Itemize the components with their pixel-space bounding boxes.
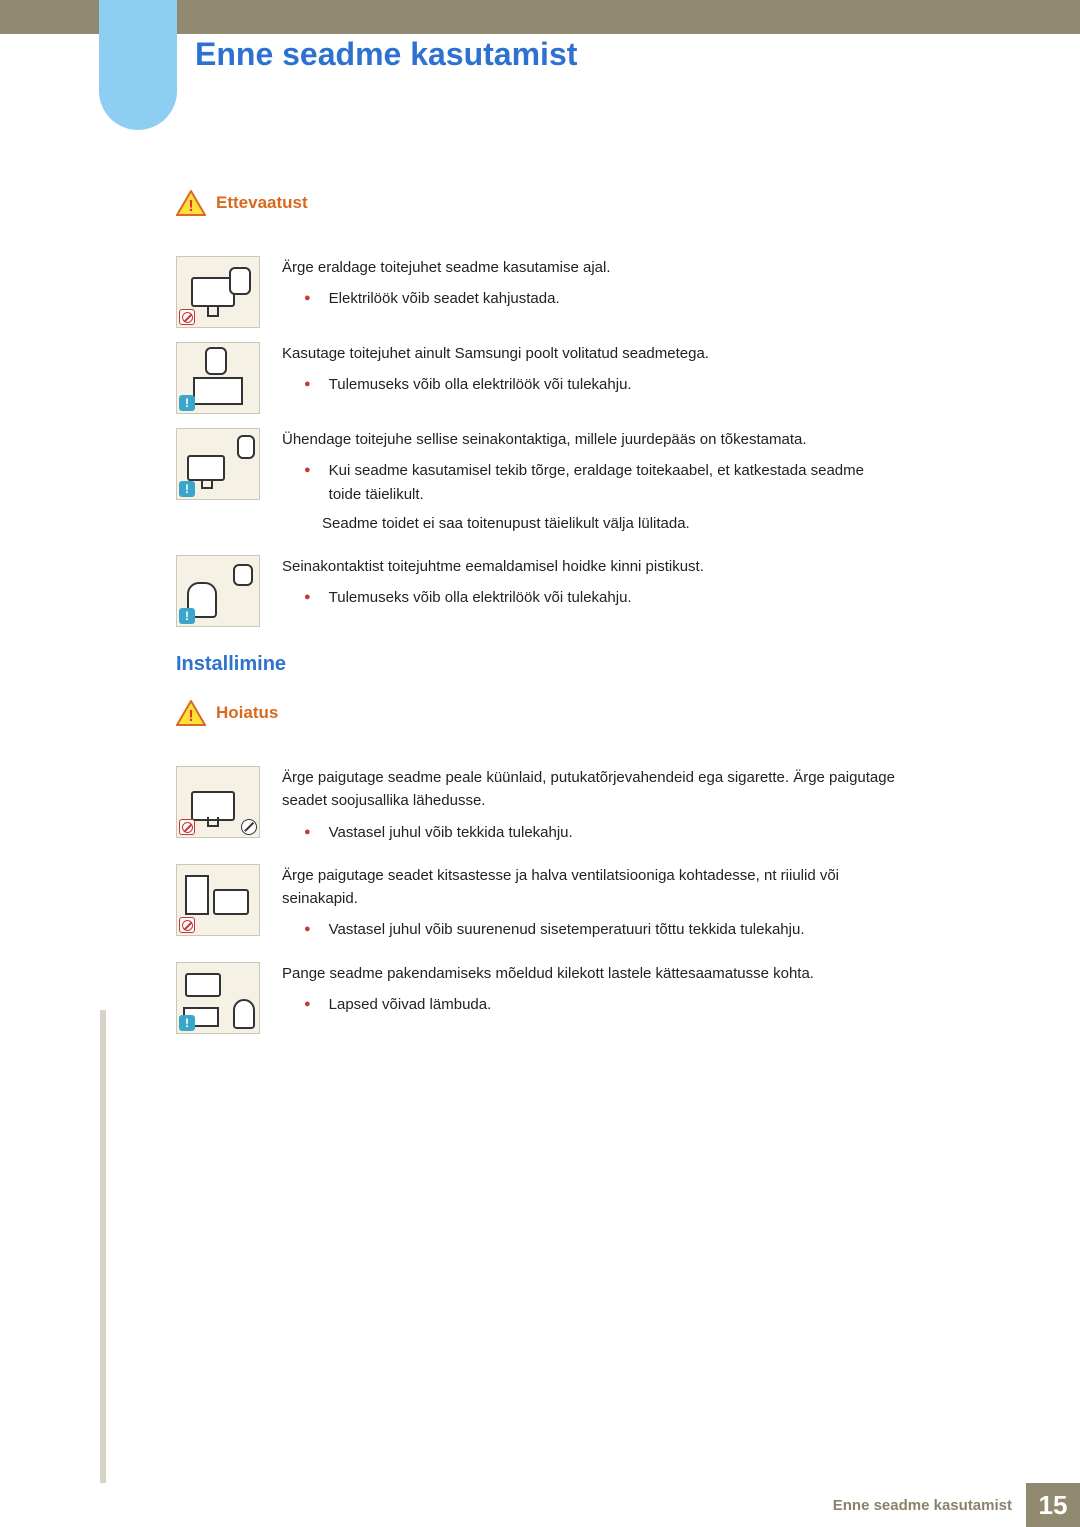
warning-label: Hoiatus [216, 703, 278, 723]
bullet-icon: ● [304, 586, 311, 609]
warning-triangle-icon: ! [176, 190, 206, 216]
info-icon [179, 395, 195, 411]
safety-item: Ärge paigutage seadme peale küünlaid, pu… [176, 766, 896, 850]
item-main-text: Ärge paigutage seadme peale küünlaid, pu… [282, 766, 896, 813]
item-sub-text: Kui seadme kasutamisel tekib tõrge, eral… [329, 459, 896, 506]
section-title-install: Installimine [176, 653, 896, 676]
illustration-hold-plug [176, 555, 260, 627]
illustration-unplug [176, 256, 260, 328]
prohibit-icon [179, 819, 195, 835]
item-main-text: Seinakontaktist toitejuhtme eemaldamisel… [282, 555, 896, 578]
item-sub-text: Lapsed võivad lämbuda. [329, 993, 492, 1016]
item-sub-text: Vastasel juhul võib tekkida tulekahju. [329, 821, 573, 844]
bullet-icon: ● [304, 993, 311, 1016]
bullet-icon: ● [304, 918, 311, 941]
warning-header: ! Hoiatus [176, 700, 896, 726]
item-sub-text: Tulemuseks võib olla elektrilöök või tul… [329, 586, 632, 609]
svg-text:!: ! [188, 198, 193, 215]
bullet-icon: ● [304, 821, 311, 844]
prohibit-icon [241, 819, 257, 835]
caution-header: ! Ettevaatust [176, 190, 896, 216]
safety-item: Seinakontaktist toitejuhtme eemaldamisel… [176, 555, 896, 627]
item-sub-text: Tulemuseks võib olla elektrilöök või tul… [329, 373, 632, 396]
safety-item: Kasutage toitejuhet ainult Samsungi pool… [176, 342, 896, 414]
prohibit-icon [179, 917, 195, 933]
item-main-text: Ärge paigutage seadet kitsastesse ja hal… [282, 864, 896, 911]
item-main-text: Ärge eraldage toitejuhet seadme kasutami… [282, 256, 896, 279]
item-main-text: Pange seadme pakendamiseks mõeldud kilek… [282, 962, 896, 985]
illustration-bag-child [176, 962, 260, 1034]
info-icon [179, 481, 195, 497]
bullet-icon: ● [304, 287, 311, 310]
left-margin-rule [100, 1010, 106, 1483]
item-sub-text: Vastasel juhul võib suurenenud sisetempe… [329, 918, 805, 941]
item-main-text: Kasutage toitejuhet ainult Samsungi pool… [282, 342, 896, 365]
safety-item: Ühendage toitejuhe sellise seinakontakti… [176, 428, 896, 541]
illustration-samsung-cord [176, 342, 260, 414]
info-icon [179, 1015, 195, 1031]
footer: Enne seadme kasutamist 15 [833, 1483, 1080, 1527]
bullet-icon: ● [304, 459, 311, 506]
warning-triangle-icon: ! [176, 700, 206, 726]
page-title: Enne seadme kasutamist [195, 36, 577, 73]
safety-item: Pange seadme pakendamiseks mõeldud kilek… [176, 962, 896, 1034]
item-main-text: Ühendage toitejuhe sellise seinakontakti… [282, 428, 896, 451]
caution-label: Ettevaatust [216, 193, 308, 213]
illustration-socket-access [176, 428, 260, 500]
illustration-no-candles [176, 766, 260, 838]
prohibit-icon [179, 309, 195, 325]
page-number: 15 [1026, 1483, 1080, 1527]
item-note-text: Seadme toidet ei saa toitenupust täielik… [282, 512, 896, 535]
bullet-icon: ● [304, 373, 311, 396]
svg-text:!: ! [188, 708, 193, 725]
left-tab-decoration [99, 0, 177, 130]
footer-section-label: Enne seadme kasutamist [833, 1497, 1026, 1514]
safety-item: Ärge paigutage seadet kitsastesse ja hal… [176, 864, 896, 948]
info-icon [179, 608, 195, 624]
content-area: ! Ettevaatust Ärge eraldage toitejuhet s… [176, 190, 896, 1048]
item-sub-text: Elektrilöök võib seadet kahjustada. [329, 287, 560, 310]
safety-item: Ärge eraldage toitejuhet seadme kasutami… [176, 256, 896, 328]
illustration-no-shelf [176, 864, 260, 936]
